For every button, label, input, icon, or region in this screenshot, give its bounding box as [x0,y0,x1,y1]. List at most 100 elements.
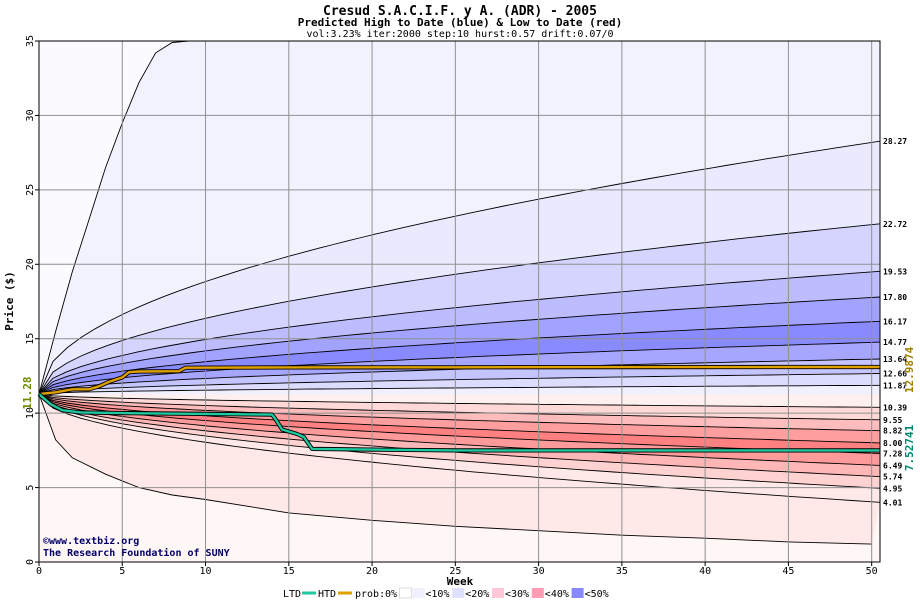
htd-end-value: 12.9874 [903,346,916,393]
credit-website: ©www.textbiz.org [43,535,139,547]
legend-prob-label: prob: [355,589,385,600]
y-tick-label-0: 0 [25,559,36,565]
x-tick-label-4: 20 [366,566,378,577]
end-level-label-17: 4.01 [883,498,902,507]
chart-title: Cresud S.A.C.I.F. y A. (ADR) - 2005 [323,4,597,19]
band-high-8 [39,373,880,395]
y-tick-label-6: 30 [25,109,36,121]
x-tick-label-3: 15 [283,566,295,577]
series-lines [37,364,880,453]
legend-item-label-3: <30% [505,589,529,600]
y-axis-label: Price ($) [3,271,16,331]
band-high-3 [39,271,880,395]
end-level-label-11: 8.82 [883,427,902,436]
legend-swatch-5 [571,588,584,598]
band-low-8 [39,394,880,503]
level-curve-16 [38,393,881,489]
y-tick-label-7: 35 [25,35,36,47]
level-curve-4 [38,320,881,395]
legend-htd-label: HTD [318,589,336,600]
x-tick-label-0: 0 [36,566,42,577]
credit-organization: The Research Foundation of SUNY [43,547,230,559]
level-curve-8 [38,384,881,395]
level-curve-10 [38,393,881,421]
x-tick-label-10: 50 [866,566,878,577]
end-level-label-2: 19.53 [883,267,907,276]
end-level-label-10: 9.55 [883,416,902,425]
band-low-4 [39,394,880,454]
level-curves [38,40,881,545]
band-low-0 [39,394,880,408]
series-line-htd [38,365,880,396]
end-level-label-0: 28.27 [883,137,907,146]
x-tick-label-6: 30 [533,566,545,577]
legend-prob-items: 0% <10% <20% <30% <40% <50% [385,587,609,600]
band-high-1 [39,141,880,395]
end-level-label-9: 10.39 [883,403,907,412]
x-axis-label: Week [447,575,474,588]
level-curve-14 [38,393,881,466]
legend-item-label-5: <50% [585,589,609,600]
x-tick-label-8: 40 [699,566,711,577]
level-curve-7 [38,373,881,395]
level-curve-17 [38,393,881,503]
band-high-9 [39,385,880,395]
level-curve-3 [38,296,881,395]
legend-swatch-3 [492,588,504,598]
band-low-outer [39,394,880,545]
x-tick-label-7: 35 [616,566,628,577]
legend-item-label-2: <20% [465,589,489,600]
y-tick-label-4: 20 [25,258,36,270]
x-tick-label-1: 5 [119,566,125,577]
band-high-5 [39,321,880,395]
probability-bands [39,41,880,562]
x-tick-label-9: 45 [782,566,794,577]
x-tick-label-2: 10 [200,566,212,577]
series-line-ltd [38,393,880,452]
chart-subtitle: Predicted High to Date (blue) & Low to D… [298,16,623,29]
legend-swatch-0 [398,587,412,599]
legend-swatch-1 [412,588,425,598]
band-low-3 [39,394,880,443]
x-axis-ticks: 0 5 10 15 20 25 30 35 40 45 50 [36,562,878,577]
legend-ltd-label: LTD [283,589,301,600]
legend-item-label-0: 0% [385,589,397,600]
y-tick-label-5: 25 [25,184,36,196]
level-curve-1 [38,223,881,395]
plot-frame [38,40,881,563]
end-level-labels: 28.27 22.72 19.53 17.80 16.17 14.77 13.64 12.66… [883,137,907,507]
level-curve-0 [38,140,881,395]
y-axis-ticks: 0 5 10 15 20 25 30 35 [25,35,39,565]
y-tick-label-2: 10 [25,407,36,419]
end-level-label-5: 14.77 [883,338,907,347]
outer-high-curve [38,40,189,395]
legend-swatch-2 [452,588,465,598]
start-price-label: 11.28 [21,376,34,409]
end-level-label-3: 17.80 [883,293,907,302]
band-high-2 [39,223,880,395]
end-level-label-1: 22.72 [883,220,907,229]
band-low-7 [39,394,880,489]
end-level-label-13: 7.28 [883,450,902,459]
level-curve-9 [38,393,881,408]
legend: LTD HTD prob: 0% <10% <20% <30% <40% <50% [283,587,609,600]
y-tick-label-3: 15 [25,333,36,345]
ltd-end-value: 7.52741 [903,424,916,471]
band-high-4 [39,297,880,395]
end-level-label-8: 11.87 [883,381,907,390]
end-level-label-4: 16.17 [883,317,907,326]
x-tick-label-5: 25 [449,566,461,577]
band-low-5 [39,394,880,466]
end-level-label-6: 13.64 [883,355,907,364]
level-curve-11 [38,393,881,432]
end-level-label-15: 5.74 [883,473,902,482]
end-level-label-12: 8.00 [883,439,902,448]
y-tick-label-1: 5 [25,485,36,491]
end-level-label-7: 12.66 [883,370,907,379]
legend-item-label-1: <10% [425,589,449,600]
level-curve-2 [38,270,881,395]
legend-swatch-4 [531,588,544,598]
band-high-outer [39,41,880,395]
chart-params: vol:3.23% iter:2000 step:10 hurst:0.57 d… [306,29,613,40]
